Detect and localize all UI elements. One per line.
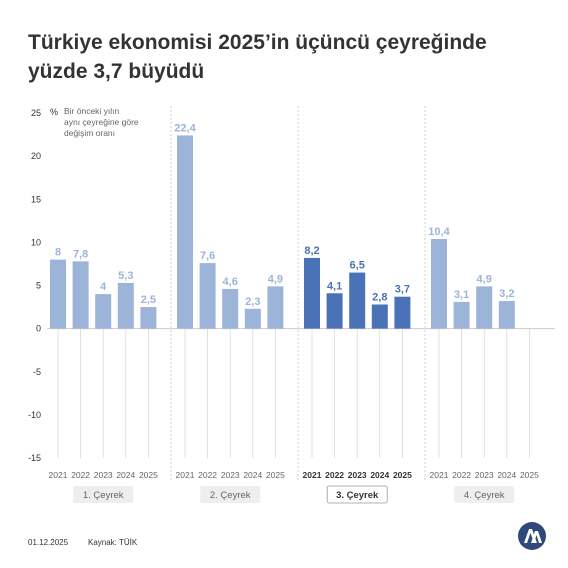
data-label: 6,5 bbox=[350, 260, 365, 272]
year-label: 2025 bbox=[139, 470, 158, 480]
data-label: 4,6 bbox=[223, 276, 238, 288]
year-label: 2022 bbox=[452, 470, 471, 480]
bar bbox=[117, 282, 134, 329]
data-label: 4,1 bbox=[327, 280, 342, 292]
bar bbox=[371, 304, 388, 329]
year-label: 2025 bbox=[266, 470, 285, 480]
data-label: 2,3 bbox=[245, 296, 260, 308]
data-label: 4 bbox=[100, 281, 107, 293]
year-label: 2021 bbox=[49, 470, 68, 480]
quarter-label: 2. Çeyrek bbox=[210, 490, 251, 501]
year-label: 2023 bbox=[348, 470, 367, 480]
year-label: 2023 bbox=[475, 470, 494, 480]
footer-source: Kaynak: TÜİK bbox=[88, 538, 138, 547]
bar bbox=[394, 296, 411, 329]
unit-label: % bbox=[50, 107, 58, 117]
bar bbox=[199, 263, 216, 329]
data-label: 4,9 bbox=[477, 273, 492, 285]
bar bbox=[50, 259, 66, 329]
bar bbox=[453, 301, 470, 329]
bar bbox=[304, 257, 320, 329]
anadolu-agency-logo bbox=[518, 522, 546, 550]
year-label: 2024 bbox=[243, 470, 262, 480]
data-label: 5,3 bbox=[118, 270, 133, 282]
year-label: 2024 bbox=[116, 470, 135, 480]
bar bbox=[177, 135, 193, 329]
bar bbox=[498, 301, 515, 329]
axis-note-line: değişim oranı bbox=[64, 128, 115, 138]
bar bbox=[476, 286, 493, 329]
bar bbox=[326, 293, 343, 329]
year-label: 2021 bbox=[176, 470, 195, 480]
year-label: 2023 bbox=[221, 470, 240, 480]
y-tick-label: 10 bbox=[31, 237, 41, 247]
data-label: 7,6 bbox=[200, 250, 215, 262]
axis-note-line: Bir önceki yılın bbox=[64, 106, 120, 116]
data-label: 3,7 bbox=[395, 284, 410, 296]
bar bbox=[244, 308, 261, 329]
year-label: 2022 bbox=[71, 470, 90, 480]
quarter-pill bbox=[326, 485, 388, 504]
footer-date: 01.12.2025 bbox=[28, 538, 69, 547]
year-label: 2023 bbox=[94, 470, 113, 480]
quarter-label: 1. Çeyrek bbox=[83, 490, 124, 501]
y-tick-label: -15 bbox=[28, 453, 41, 463]
data-label: 3,1 bbox=[454, 289, 469, 301]
bar bbox=[267, 286, 284, 329]
chart-title: Türkiye ekonomisi 2025’in üçüncü çeyreği… bbox=[28, 31, 487, 83]
quarter-label: 3. Çeyrek bbox=[336, 490, 379, 501]
quarter-pill bbox=[200, 486, 261, 503]
quarter-pill bbox=[73, 486, 134, 503]
bar bbox=[349, 272, 366, 329]
y-tick-label: -5 bbox=[33, 367, 41, 377]
year-label: 2022 bbox=[198, 470, 217, 480]
year-label: 2024 bbox=[497, 470, 516, 480]
data-label: 2,8 bbox=[372, 291, 387, 303]
year-label: 2025 bbox=[393, 470, 412, 480]
year-label: 2024 bbox=[370, 470, 389, 480]
quarter-label: 4. Çeyrek bbox=[464, 490, 505, 501]
y-tick-label: 25 bbox=[31, 108, 41, 118]
y-tick-label: -10 bbox=[28, 410, 41, 420]
year-label: 2022 bbox=[325, 470, 344, 480]
data-label: 7,8 bbox=[73, 248, 88, 260]
data-label: 8,2 bbox=[304, 245, 319, 257]
data-label: 10,4 bbox=[428, 226, 450, 238]
y-tick-label: 20 bbox=[31, 151, 41, 161]
bar bbox=[431, 238, 447, 329]
quarter-pill bbox=[454, 486, 515, 503]
data-label: 4,9 bbox=[268, 273, 283, 285]
data-label: 3,2 bbox=[499, 288, 514, 300]
y-tick-label: 15 bbox=[31, 194, 41, 204]
bar bbox=[222, 288, 239, 329]
year-label: 2021 bbox=[303, 470, 322, 480]
year-label: 2021 bbox=[430, 470, 449, 480]
bar bbox=[95, 294, 112, 329]
axis-note-line: aynı çeyreğine göre bbox=[64, 117, 139, 127]
data-label: 8 bbox=[55, 247, 61, 259]
data-label: 22,4 bbox=[174, 122, 196, 134]
bar bbox=[140, 307, 157, 329]
year-label: 2025 bbox=[520, 470, 539, 480]
y-tick-label: 5 bbox=[36, 281, 41, 291]
bar bbox=[72, 261, 89, 329]
y-tick-label: 0 bbox=[36, 324, 41, 334]
data-label: 2,5 bbox=[141, 294, 156, 306]
